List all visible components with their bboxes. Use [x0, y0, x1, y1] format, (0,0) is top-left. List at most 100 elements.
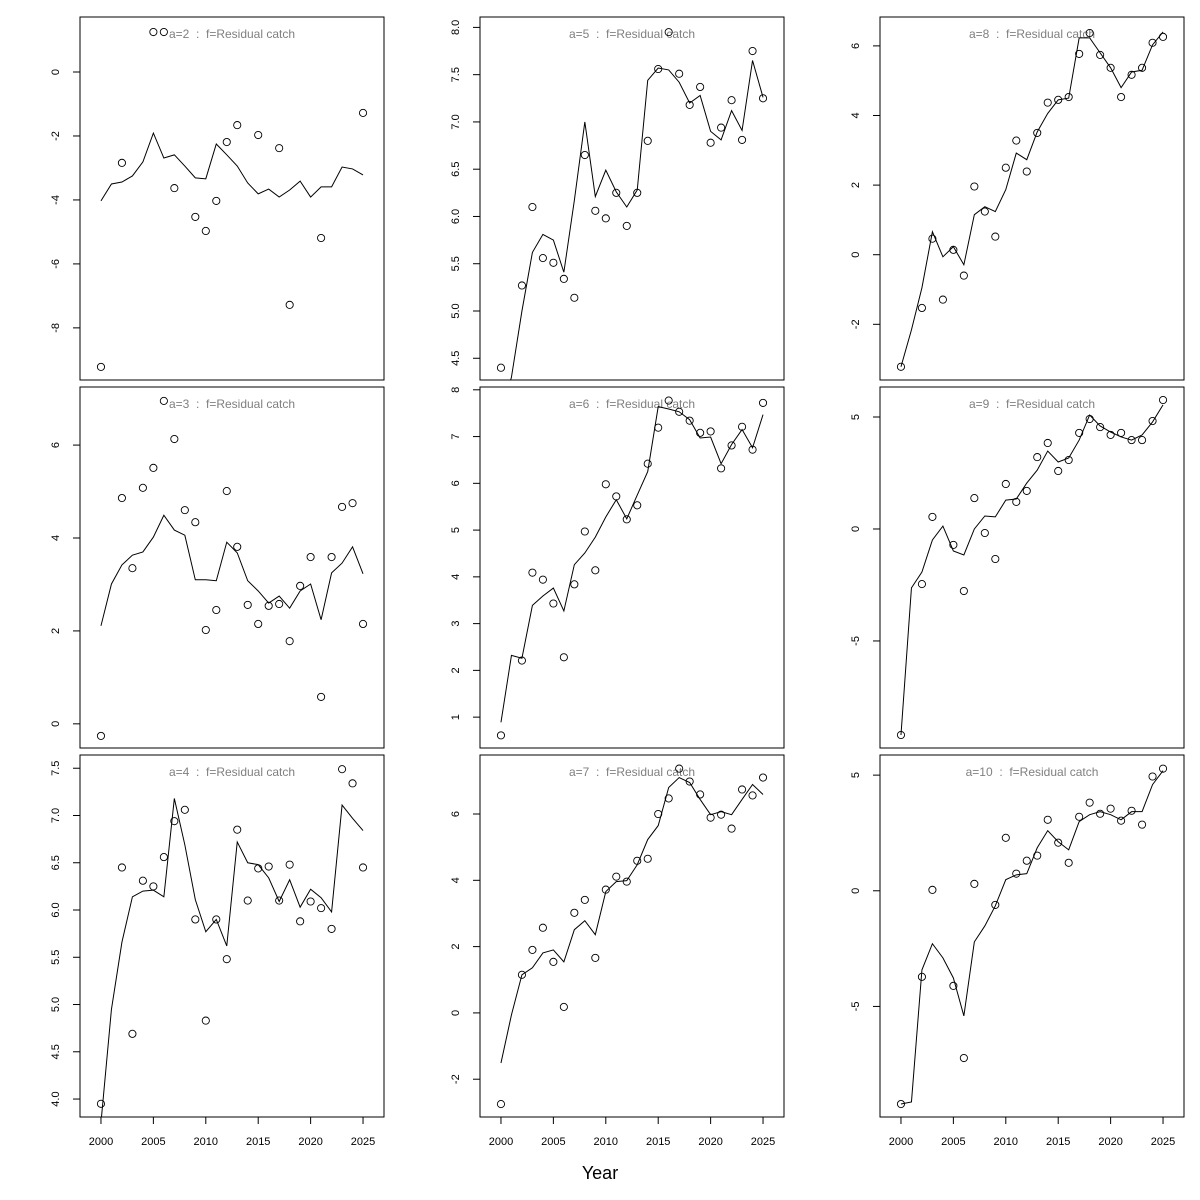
panel-title: a=8 : f=Residual catch	[969, 27, 1095, 41]
y-tick-label: 0	[850, 888, 862, 894]
x-tick-label: 2015	[646, 1136, 670, 1148]
data-point	[538, 575, 547, 584]
data-point	[149, 882, 158, 891]
data-point	[664, 396, 673, 405]
x-tick-label: 2020	[298, 1136, 322, 1148]
data-point	[528, 945, 537, 954]
data-point	[317, 233, 326, 243]
x-tick-label: 2015	[246, 1136, 270, 1148]
data-point	[1096, 809, 1105, 818]
y-tick-label: 4.0	[50, 1091, 62, 1106]
y-tick-label: -5	[850, 1002, 862, 1012]
panel-title: a=2 : f=Residual catch	[169, 27, 295, 41]
data-point	[1148, 772, 1157, 781]
y-tick-label: -6	[50, 259, 62, 269]
data-point	[685, 777, 694, 786]
data-point	[1001, 163, 1010, 172]
data-point	[212, 605, 221, 615]
data-point	[1001, 479, 1010, 489]
y-tick-label: -5	[850, 636, 862, 646]
data-point	[643, 854, 652, 863]
data-point	[243, 896, 252, 905]
y-tick-label: 2	[850, 182, 862, 188]
plot-frame	[479, 386, 785, 749]
data-point	[991, 900, 1000, 909]
data-point	[991, 232, 1000, 241]
data-point	[1064, 92, 1073, 102]
data-point	[917, 303, 926, 313]
data-point	[338, 765, 347, 774]
data-point	[128, 564, 137, 573]
data-point	[758, 398, 768, 407]
data-point	[612, 188, 621, 197]
data-point	[643, 459, 652, 468]
data-point	[664, 28, 673, 37]
data-point	[601, 480, 610, 489]
data-point	[758, 94, 768, 103]
data-point	[275, 599, 284, 609]
data-point	[1138, 436, 1147, 445]
data-point	[675, 764, 684, 773]
y-tick-label: 7.0	[50, 808, 62, 823]
y-tick-label: 5.0	[450, 303, 462, 318]
data-point	[1043, 815, 1052, 824]
y-tick-label: 1	[450, 714, 462, 720]
data-point	[1012, 136, 1021, 145]
y-tick-label: 4	[50, 535, 62, 541]
data-point	[664, 794, 673, 803]
y-tick-label: -4	[50, 195, 62, 205]
x-tick-label: 2005	[541, 1136, 565, 1148]
data-point	[591, 953, 600, 962]
data-point	[317, 692, 326, 701]
data-point	[1127, 436, 1136, 445]
y-tick-label: 0	[50, 69, 62, 75]
data-point	[1158, 764, 1168, 773]
data-point	[264, 862, 273, 871]
data-point	[201, 1016, 210, 1025]
data-point	[959, 586, 968, 596]
data-point	[222, 487, 231, 496]
y-tick-label: 4.5	[50, 1044, 62, 1059]
plot-area	[96, 765, 368, 1117]
y-tick-label: 4	[850, 112, 862, 118]
plot-area	[496, 28, 768, 380]
panel: a=7 : f=Residual catch -2 0 2 4 6 2000 2005 2010…	[450, 754, 785, 1148]
data-point	[96, 362, 106, 371]
data-point	[1033, 453, 1042, 462]
data-point	[685, 416, 694, 425]
data-point	[149, 463, 158, 472]
data-point	[1022, 856, 1031, 865]
y-tick-label: -2	[450, 1074, 462, 1084]
fit-line	[500, 406, 764, 723]
panel: a=5 : f=Residual catch 4.5 5.0 5.5 6.0 6.5 7.0…	[450, 16, 785, 381]
data-point	[496, 731, 506, 740]
y-tick-label: 0	[850, 526, 862, 532]
y-tick-label: -8	[50, 323, 62, 333]
data-point	[170, 434, 179, 444]
data-point	[149, 27, 158, 37]
plot-frame	[879, 386, 1185, 749]
data-point	[970, 494, 979, 503]
y-tick-label: 5.0	[50, 997, 62, 1012]
data-point	[317, 904, 326, 913]
fit-line	[900, 770, 1164, 1105]
data-point	[338, 502, 347, 511]
y-tick-label: 4	[450, 574, 462, 580]
data-point	[201, 226, 210, 236]
plot-area	[896, 28, 1168, 371]
fit-line	[510, 60, 764, 380]
panel: a=10 : f=Residual catch -5 0 5 2000 2005 2010 2…	[850, 754, 1185, 1148]
data-point	[159, 853, 168, 862]
data-point	[1075, 428, 1084, 437]
y-tick-label: 6.5	[450, 162, 462, 177]
data-point	[306, 552, 315, 562]
plot-frame	[879, 754, 1185, 1118]
data-point	[928, 512, 937, 521]
panel-title: a=6 : f=Residual catch	[569, 397, 695, 411]
data-point	[685, 100, 694, 109]
data-point	[96, 731, 106, 740]
data-point	[117, 158, 126, 167]
plot-frame	[479, 16, 785, 381]
data-point	[285, 637, 294, 646]
y-tick-label: 6.0	[50, 902, 62, 917]
